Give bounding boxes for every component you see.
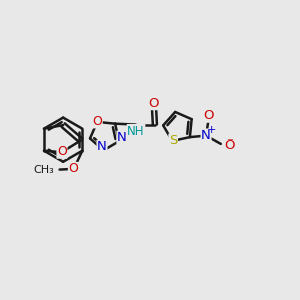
Text: O: O <box>203 109 214 122</box>
Text: N: N <box>201 129 211 142</box>
Text: ⁻: ⁻ <box>226 136 233 149</box>
Text: O: O <box>68 163 78 176</box>
Text: NH: NH <box>127 124 145 137</box>
Text: O: O <box>57 145 67 158</box>
Text: N: N <box>97 140 107 153</box>
Text: +: + <box>207 125 216 135</box>
Text: O: O <box>92 115 102 128</box>
Text: O: O <box>224 139 235 152</box>
Text: N: N <box>117 131 127 144</box>
Text: S: S <box>169 134 177 147</box>
Text: CH₃: CH₃ <box>33 165 54 175</box>
Text: O: O <box>148 97 159 110</box>
